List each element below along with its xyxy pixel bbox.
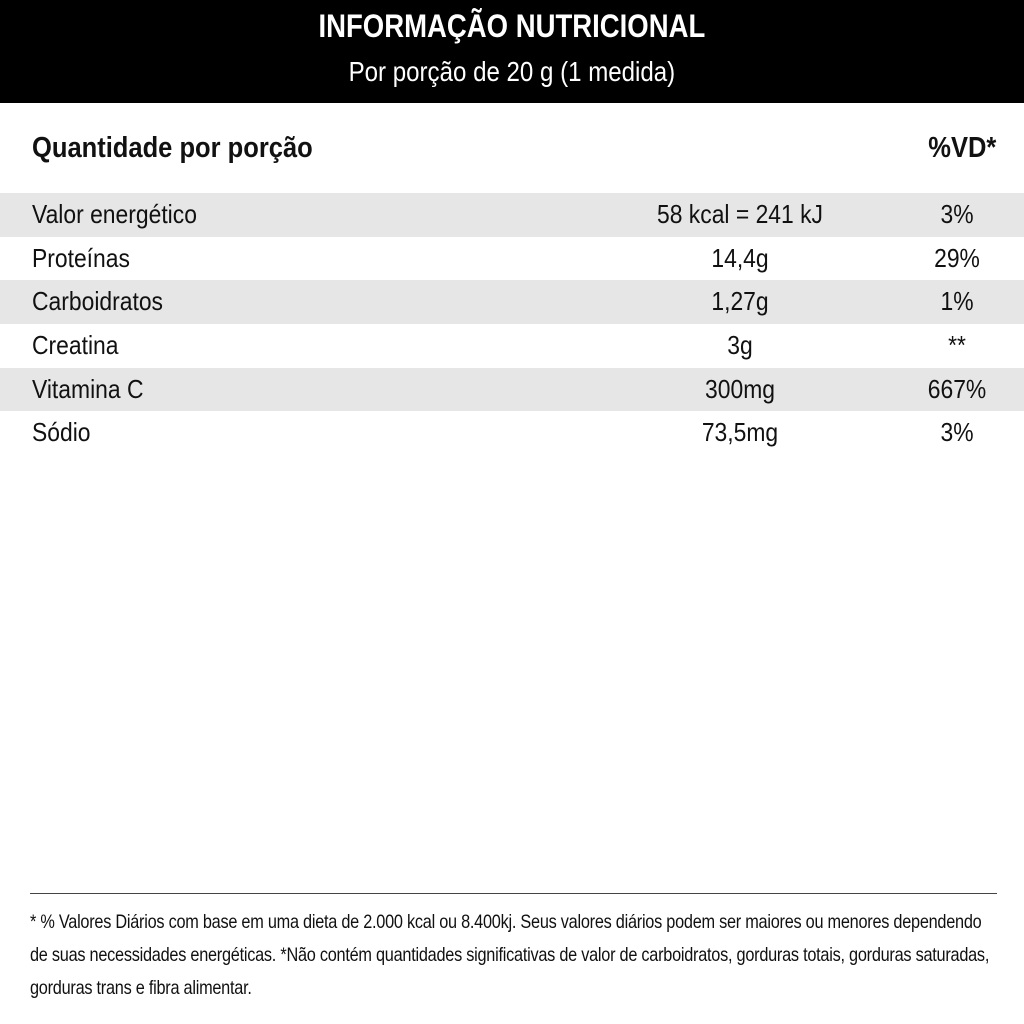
nutrient-name: Creatina xyxy=(32,330,119,361)
table-row: Creatina 3g ** xyxy=(0,324,1024,368)
nutrient-value: 1,27g xyxy=(711,286,769,317)
quantity-header: Quantidade por porção xyxy=(32,132,313,164)
header: INFORMAÇÃO NUTRICIONAL Por porção de 20 … xyxy=(0,0,1024,103)
table-row: Proteínas 14,4g 29% xyxy=(0,237,1024,281)
nutrient-name: Proteínas xyxy=(32,242,130,273)
subtitle-text: Por porção de 20 g (1 medida) xyxy=(348,56,676,87)
nutrient-name: Vitamina C xyxy=(32,373,144,404)
nutrient-name: Valor energético xyxy=(32,199,197,229)
nutrient-name: Carboidratos xyxy=(32,286,163,317)
title: INFORMAÇÃO NUTRICIONAL xyxy=(0,8,1024,45)
nutrient-vd: 667% xyxy=(927,373,987,404)
vd-header: %VD* xyxy=(927,132,996,164)
table-row: Sódio 73,5mg 3% xyxy=(0,411,1024,455)
nutrient-vd: 29% xyxy=(934,242,980,273)
nutrient-vd: ** xyxy=(948,330,966,361)
nutrient-value: 300mg xyxy=(705,373,775,404)
table-row: Vitamina C 300mg 667% xyxy=(0,367,1024,412)
table-row: Carboidratos 1,27g 1% xyxy=(0,280,1024,325)
nutrient-name: Sódio xyxy=(32,417,91,448)
subtitle: Por porção de 20 g (1 medida) xyxy=(0,56,1024,88)
nutrient-vd: 3% xyxy=(940,417,974,448)
nutrient-value: 58 kcal = 241 kJ xyxy=(657,199,823,229)
nutrient-vd: 1% xyxy=(940,286,974,317)
footnote: * % Valores Diários com base em uma diet… xyxy=(30,911,990,999)
nutrient-value: 3g xyxy=(727,330,753,361)
table-row: Valor energético 58 kcal = 241 kJ 3% xyxy=(0,193,1024,237)
divider xyxy=(30,893,997,894)
title-text: INFORMAÇÃO NUTRICIONAL xyxy=(318,8,706,44)
nutrient-vd: 3% xyxy=(940,199,974,229)
nutrient-value: 73,5mg xyxy=(701,417,779,448)
nutrient-value: 14,4g xyxy=(711,242,769,273)
nutrition-table: Valor energético 58 kcal = 241 kJ 3% Prote… xyxy=(0,193,1024,455)
